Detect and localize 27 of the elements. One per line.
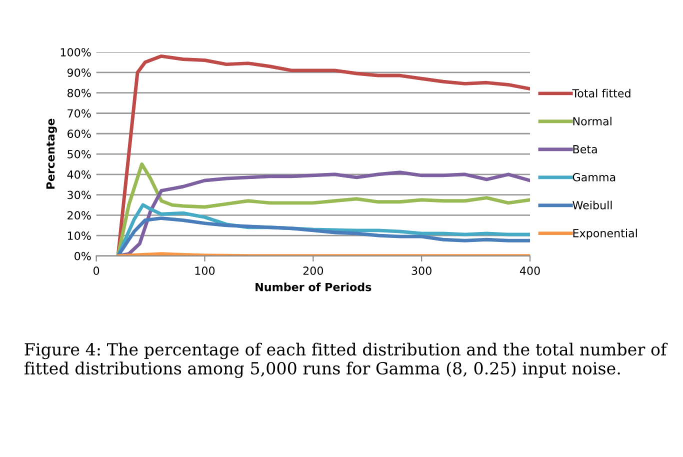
y-tick-label: 60% — [68, 130, 91, 138]
line-series — [116, 54, 530, 256]
y-tick-label: 0% — [74, 252, 91, 260]
legend-label: Gamma — [572, 173, 616, 182]
y-tick-label: 50% — [68, 150, 91, 158]
x-tick-label: 400 — [520, 266, 540, 275]
y-tick-label: 90% — [67, 68, 91, 77]
x-axis-title: Number of Periods — [256, 282, 372, 292]
y-axis-title: Percentage — [46, 118, 57, 189]
legend-label: Weibull — [572, 200, 612, 210]
legend-label: Beta — [573, 145, 597, 154]
caption: Figure 4: The percentage of each fitted distribution and the total number of fitted distributions among 5,000 runs for Gamma (8, 0.25) input noise. — [24, 342, 668, 378]
y-tick-label: 80% — [68, 88, 91, 98]
y-tick-label: 30% — [68, 190, 91, 200]
y-tick-label: 70% — [68, 109, 91, 118]
legend-label: Normal — [573, 116, 612, 126]
x-tick-label: 200 — [303, 266, 324, 275]
y-tick-label: 40% — [67, 170, 91, 179]
legend-label: Total fitted — [572, 88, 630, 98]
legend-label: Exponential — [573, 228, 637, 240]
y-tick-label: 20% — [68, 211, 91, 220]
y-tick-label: 100% — [60, 48, 91, 56]
y-tick-label: 10% — [68, 232, 91, 240]
x-tick-label: 0 — [94, 266, 100, 275]
line-series — [116, 216, 530, 256]
x-tick-label: 300 — [412, 266, 432, 275]
x-tick-label: 100 — [195, 266, 215, 275]
